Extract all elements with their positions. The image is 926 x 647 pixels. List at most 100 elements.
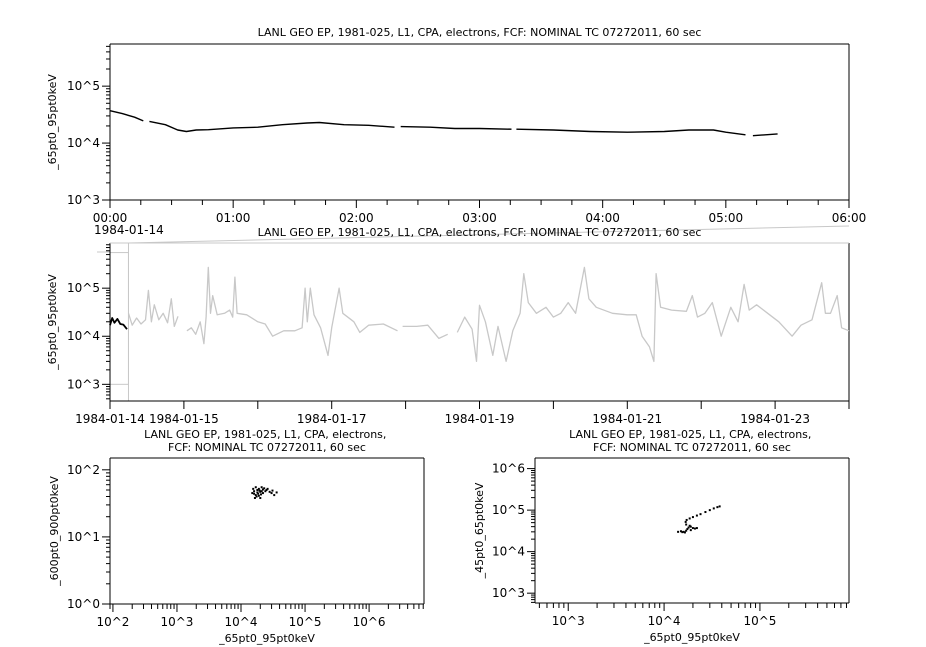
scatter-point: [263, 487, 266, 490]
x-tick-label: 00:00: [93, 211, 128, 225]
scatter-point: [256, 489, 259, 492]
scatter-point: [273, 494, 276, 497]
x-tick-label: 03:00: [462, 211, 497, 225]
panel-middle-timeseries: LANL GEO EP, 1981-025, L1, CPA, electron…: [46, 225, 850, 426]
series-line: [109, 110, 778, 137]
scatter-point: [259, 490, 262, 493]
x-axis-label: _65pt0_95pt0keV: [218, 632, 315, 645]
scatter-point: [255, 495, 258, 498]
scatter-point: [275, 491, 278, 494]
y-tick-label: 10^6: [492, 462, 525, 476]
scatter-point: [704, 511, 707, 514]
scatter-point: [695, 527, 698, 530]
chart-title: LANL GEO EP, 1981-025, L1, CPA, electron…: [258, 226, 702, 239]
y-tick-label: 10^1: [67, 530, 100, 544]
x-tick-label: 10^5: [289, 615, 322, 629]
scatter-point: [260, 490, 263, 493]
scatter-point: [261, 488, 264, 491]
x-tick-label: 10^6: [353, 615, 386, 629]
scatter-point: [265, 489, 268, 492]
x-tick-label: 05:00: [709, 211, 744, 225]
scatter-point: [686, 528, 689, 531]
scatter-point: [699, 513, 702, 516]
scatter-point: [689, 529, 692, 532]
x-tick-label: 04:00: [585, 211, 620, 225]
scatter-point: [270, 492, 273, 495]
series-line: [109, 317, 128, 330]
y-tick-label: 10^3: [67, 377, 100, 391]
scatter-point: [261, 492, 264, 495]
y-tick-label: 10^5: [67, 79, 100, 93]
scatter-point: [712, 507, 715, 510]
y-tick-label: 10^4: [492, 545, 525, 559]
x-tick-label: 10^3: [552, 614, 585, 628]
scatter-point: [253, 497, 256, 500]
y-tick-label: 10^5: [67, 281, 100, 295]
scatter-point: [691, 527, 694, 530]
scatter-point: [258, 489, 261, 492]
x-tick-label: 1984-01-21: [592, 412, 662, 426]
x-tick-label: 10^2: [96, 615, 129, 629]
zoom-connector-line: [128, 225, 850, 244]
x-tick-label: 1984-01-15: [149, 412, 219, 426]
x-tick-label: 1984-01-17: [297, 412, 367, 426]
scatter-point: [253, 492, 256, 495]
panel-bottom-right-scatter: LANL GEO EP, 1981-025, L1, CPA, electron…: [473, 428, 850, 644]
series-line: [127, 266, 850, 363]
y-tick-label: 10^3: [492, 586, 525, 600]
scatter-point: [716, 506, 719, 509]
scatter-point: [252, 487, 255, 490]
scatter-point: [687, 526, 690, 529]
scatter-point: [268, 490, 271, 493]
scatter-point: [260, 486, 263, 489]
scatter-point: [259, 493, 262, 496]
y-axis-label: _45pt0_65pt0keV: [473, 482, 486, 579]
y-tick-label: 10^0: [67, 597, 100, 611]
scatter-point: [271, 489, 274, 492]
x-tick-first-date-label: 1984-01-14: [75, 412, 145, 426]
x-tick-label: 10^3: [160, 615, 193, 629]
scatter-point: [684, 520, 687, 523]
scatter-point: [708, 509, 711, 512]
scatter-point: [693, 527, 696, 530]
scatter-point: [253, 490, 256, 493]
x-tick-label: 01:00: [216, 211, 251, 225]
x-tick-label: 10^5: [743, 614, 776, 628]
y-tick-label: 10^2: [67, 463, 100, 477]
scatter-point: [681, 531, 684, 534]
chart-title: LANL GEO EP, 1981-025, L1, CPA, electron…: [569, 428, 815, 454]
x-axis-label: _65pt0_95pt0keV: [643, 631, 740, 644]
scatter-point: [257, 487, 260, 490]
x-tick-label: 1984-01-23: [740, 412, 810, 426]
x-tick-label: 10^4: [225, 615, 258, 629]
scatter-point: [254, 494, 257, 497]
x-tick-label: 1984-01-19: [445, 412, 515, 426]
y-tick-label: 10^4: [67, 329, 100, 343]
y-axis-label: _65pt0_95pt0keV: [46, 74, 59, 171]
x-tick-label: 02:00: [339, 211, 374, 225]
chart-title: LANL GEO EP, 1981-025, L1, CPA, electron…: [258, 26, 702, 39]
scatter-point: [691, 516, 694, 519]
scatter-point: [688, 517, 691, 520]
y-tick-label: 10^3: [67, 193, 100, 207]
x-tick-label: 06:00: [832, 211, 867, 225]
y-axis-label: _65pt0_95pt0keV: [46, 274, 59, 371]
panel-top-timeseries: LANL GEO EP, 1981-025, L1, CPA, electron…: [46, 26, 866, 237]
y-tick-label: 10^5: [492, 503, 525, 517]
scatter-point: [683, 531, 686, 534]
scatter-point: [251, 492, 254, 495]
y-tick-label: 10^4: [67, 136, 100, 150]
scatter-point: [264, 490, 267, 493]
chart-title: LANL GEO EP, 1981-025, L1, CPA, electron…: [144, 428, 390, 454]
scatter-point: [682, 530, 685, 533]
scatter-point: [257, 492, 260, 495]
x-tick-date-label: 1984-01-14: [94, 223, 164, 237]
y-axis-label: _600pt0_900pt0keV: [48, 476, 61, 587]
scatter-point: [688, 524, 691, 527]
scatter-point: [257, 494, 260, 497]
x-tick-label: 10^4: [648, 614, 681, 628]
scatter-point: [685, 518, 688, 521]
scatter-point: [679, 530, 682, 533]
scatter-point: [718, 505, 721, 508]
